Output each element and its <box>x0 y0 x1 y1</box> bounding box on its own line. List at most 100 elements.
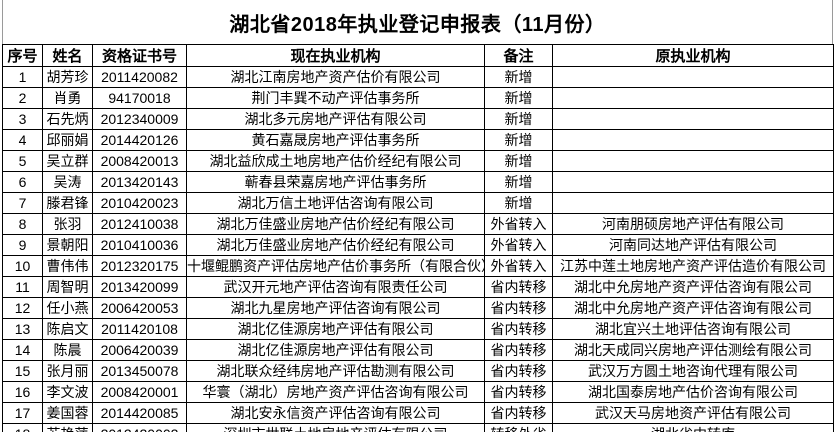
cell-original-org: 武汉万方圆土地咨询代理有限公司 <box>552 360 834 382</box>
cell-current-org: 十堰鲲鹏资产评估房地产估价事务所（有限合伙） <box>186 255 485 277</box>
cell-remark: 省内转移 <box>484 276 553 298</box>
table-row: 1 胡芳珍 2011420082 湖北江南房地产资产估价有限公司 新增 <box>2 66 834 88</box>
cell-cert-no: 2012410038 <box>92 213 187 235</box>
title-row: 湖北省2018年执业登记申报表（11月份） <box>2 0 833 44</box>
cell-current-org: 湖北亿佳源房地产评估有限公司 <box>186 339 485 361</box>
table-row: 3 石先炳 2012340009 湖北多元房地产评估有限公司 新增 <box>2 108 834 130</box>
cell-name: 石先炳 <box>42 108 93 130</box>
header-current-org: 现在执业机构 <box>186 44 485 67</box>
cell-seq: 16 <box>2 381 43 403</box>
cell-remark: 外省转入 <box>484 234 553 256</box>
table-row: 9 景朝阳 2010410036 湖北万佳盛业房地产估价经纪有限公司 外省转入 河南同达地… <box>2 234 834 256</box>
cell-cert-no: 2013450078 <box>92 360 187 382</box>
cell-name: 姜国蓉 <box>42 402 93 424</box>
cell-cert-no: 2012320175 <box>92 255 187 277</box>
cell-remark: 省内转移 <box>484 318 553 340</box>
cell-original-org <box>552 171 834 193</box>
cell-remark: 新增 <box>484 108 553 130</box>
cell-name: 吴立群 <box>42 150 93 172</box>
cell-remark: 转移外省 <box>484 423 553 432</box>
cell-cert-no: 2010410036 <box>92 234 187 256</box>
cell-seq: 14 <box>2 339 43 361</box>
cell-name: 景朝阳 <box>42 234 93 256</box>
table-row: 18苏艳萍2012420002深圳市世联土地房地产评估有限公司转移外省湖北省中转… <box>2 423 834 432</box>
cell-seq: 17 <box>2 402 43 424</box>
table-row: 7 滕君锋 2010420023 湖北万信土地评估咨询有限公司 新增 <box>2 192 834 214</box>
cell-original-org: 江苏中莲土地房地产资产评估造价有限公司 <box>552 255 834 277</box>
cell-cert-no: 2006420039 <box>92 339 187 361</box>
cell-remark: 新增 <box>484 129 553 151</box>
table-row: 16 李文波 2008420001 华寰（湖北）房地产资产评估咨询有限公司 省内转移 湖北… <box>2 381 834 403</box>
cell-current-org: 蕲春县荣嘉房地产评估事务所 <box>186 171 485 193</box>
header-original-org: 原执业机构 <box>552 44 834 67</box>
cell-name: 肖勇 <box>42 87 93 109</box>
cell-seq: 1 <box>2 66 43 88</box>
cell-name: 陈启文 <box>42 318 93 340</box>
cell-current-org: 华寰（湖北）房地产资产评估咨询有限公司 <box>186 381 485 403</box>
cell-name: 李文波 <box>42 381 93 403</box>
cell-name: 滕君锋 <box>42 192 93 214</box>
cell-current-org: 湖北益欣成土地房地产估价经纪有限公司 <box>186 150 485 172</box>
cell-seq: 7 <box>2 192 43 214</box>
cell-name: 周智明 <box>42 276 93 298</box>
cell-seq: 8 <box>2 213 43 235</box>
table-row: 10 曹伟伟 2012320175 十堰鲲鹏资产评估房地产估价事务所（有限合伙） 外省转… <box>2 255 834 277</box>
cell-seq: 4 <box>2 129 43 151</box>
cell-remark: 外省转入 <box>484 255 553 277</box>
cell-name: 曹伟伟 <box>42 255 93 277</box>
cell-current-org: 深圳市世联土地房地产评估有限公司 <box>186 423 485 432</box>
cell-seq: 5 <box>2 150 43 172</box>
cell-remark: 省内转移 <box>484 339 553 361</box>
header-name: 姓名 <box>42 44 93 67</box>
header-cert-no: 资格证书号 <box>92 44 187 67</box>
cell-remark: 新增 <box>484 66 553 88</box>
table-row: 5 吴立群 2008420013 湖北益欣成土地房地产估价经纪有限公司 新增 <box>2 150 834 172</box>
cell-original-org: 湖北中允房地产资产评估咨询有限公司 <box>552 276 834 298</box>
cell-cert-no: 94170018 <box>92 87 187 109</box>
cell-cert-no: 2011420082 <box>92 66 187 88</box>
cell-current-org: 湖北江南房地产资产估价有限公司 <box>186 66 485 88</box>
cell-original-org: 湖北国泰房地产估价咨询有限公司 <box>552 381 834 403</box>
cell-cert-no: 2008420013 <box>92 150 187 172</box>
cell-name: 张月丽 <box>42 360 93 382</box>
cell-original-org <box>552 66 834 88</box>
cell-cert-no: 2014420126 <box>92 129 187 151</box>
cell-current-org: 湖北万信土地评估咨询有限公司 <box>186 192 485 214</box>
cell-current-org: 湖北多元房地产评估有限公司 <box>186 108 485 130</box>
cell-cert-no: 2013420143 <box>92 171 187 193</box>
cell-name: 邱丽娟 <box>42 129 93 151</box>
cell-original-org: 河南朋硕房地产评估有限公司 <box>552 213 834 235</box>
cell-remark: 新增 <box>484 171 553 193</box>
cell-current-org: 湖北安永信资产评估咨询有限公司 <box>186 402 485 424</box>
cell-cert-no: 2008420001 <box>92 381 187 403</box>
header-seq: 序号 <box>2 44 43 67</box>
cell-name: 张羽 <box>42 213 93 235</box>
cell-original-org: 湖北宜兴土地评估咨询有限公司 <box>552 318 834 340</box>
cell-seq: 12 <box>2 297 43 319</box>
cell-current-org: 黄石嘉晟房地产评估事务所 <box>186 129 485 151</box>
cell-name: 任小燕 <box>42 297 93 319</box>
cell-seq: 15 <box>2 360 43 382</box>
table-row: 13 陈启文 2011420108 湖北亿佳源房地产评估有限公司 省内转移 湖北宜兴土地评… <box>2 318 834 340</box>
cell-seq: 2 <box>2 87 43 109</box>
table-row: 8 张羽 2012410038 湖北万佳盛业房地产估价经纪有限公司 外省转入 河南朋硕房地… <box>2 213 834 235</box>
cell-current-org: 湖北万佳盛业房地产估价经纪有限公司 <box>186 234 485 256</box>
table-row: 4 邱丽娟 2014420126 黄石嘉晟房地产评估事务所 新增 <box>2 129 834 151</box>
header-remark: 备注 <box>484 44 553 67</box>
cell-remark: 省内转移 <box>484 360 553 382</box>
cell-cert-no: 2011420108 <box>92 318 187 340</box>
cell-current-org: 湖北联众经纬房地产评估勘测有限公司 <box>186 360 485 382</box>
cell-seq: 18 <box>2 423 43 432</box>
table-row: 6 吴涛 2013420143 蕲春县荣嘉房地产评估事务所 新增 <box>2 171 834 193</box>
cell-original-org: 湖北天成同兴房地产评估测绘有限公司 <box>552 339 834 361</box>
cell-seq: 6 <box>2 171 43 193</box>
cell-cert-no: 2013420099 <box>92 276 187 298</box>
cell-original-org <box>552 150 834 172</box>
cell-seq: 10 <box>2 255 43 277</box>
cell-current-org: 湖北亿佳源房地产评估有限公司 <box>186 318 485 340</box>
table-row: 14 陈晨 2006420039 湖北亿佳源房地产评估有限公司 省内转移 湖北天成同兴房地… <box>2 339 834 361</box>
table-row: 17 姜国蓉 2014420085 湖北安永信资产评估咨询有限公司 省内转移 武汉天马房地… <box>2 402 834 424</box>
cell-name: 陈晨 <box>42 339 93 361</box>
cell-current-org: 湖北万佳盛业房地产估价经纪有限公司 <box>186 213 485 235</box>
cell-remark: 新增 <box>484 192 553 214</box>
